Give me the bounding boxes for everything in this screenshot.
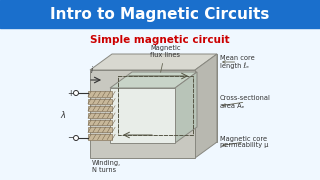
Text: Magnetic
flux lines: Magnetic flux lines xyxy=(150,45,180,72)
Bar xyxy=(110,88,175,143)
Polygon shape xyxy=(90,54,217,70)
Bar xyxy=(0,0,320,28)
Text: +: + xyxy=(67,89,73,98)
Text: −: − xyxy=(67,134,73,143)
Bar xyxy=(88,99,112,104)
Bar xyxy=(0,28,320,180)
Polygon shape xyxy=(112,54,217,142)
Text: Winding,
N turns: Winding, N turns xyxy=(92,160,121,173)
Text: Cross-sectional
area Aₑ: Cross-sectional area Aₑ xyxy=(220,96,271,109)
Bar xyxy=(88,134,112,140)
Text: Magnetic core
permeability μ: Magnetic core permeability μ xyxy=(220,136,268,148)
Bar xyxy=(88,113,112,118)
Text: i: i xyxy=(91,66,93,75)
Circle shape xyxy=(74,136,78,141)
Polygon shape xyxy=(195,54,217,158)
Circle shape xyxy=(74,91,78,96)
Bar xyxy=(88,120,112,125)
Polygon shape xyxy=(175,72,197,143)
Bar xyxy=(88,127,112,132)
Bar xyxy=(88,91,112,97)
Text: Mean core
length ℓₑ: Mean core length ℓₑ xyxy=(220,55,255,69)
Text: Intro to Magnetic Circuits: Intro to Magnetic Circuits xyxy=(50,6,270,21)
Polygon shape xyxy=(110,72,197,88)
Bar xyxy=(90,70,195,158)
Bar xyxy=(88,106,112,111)
Text: λ: λ xyxy=(60,111,66,120)
Text: Simple magnetic circuit: Simple magnetic circuit xyxy=(90,35,230,45)
